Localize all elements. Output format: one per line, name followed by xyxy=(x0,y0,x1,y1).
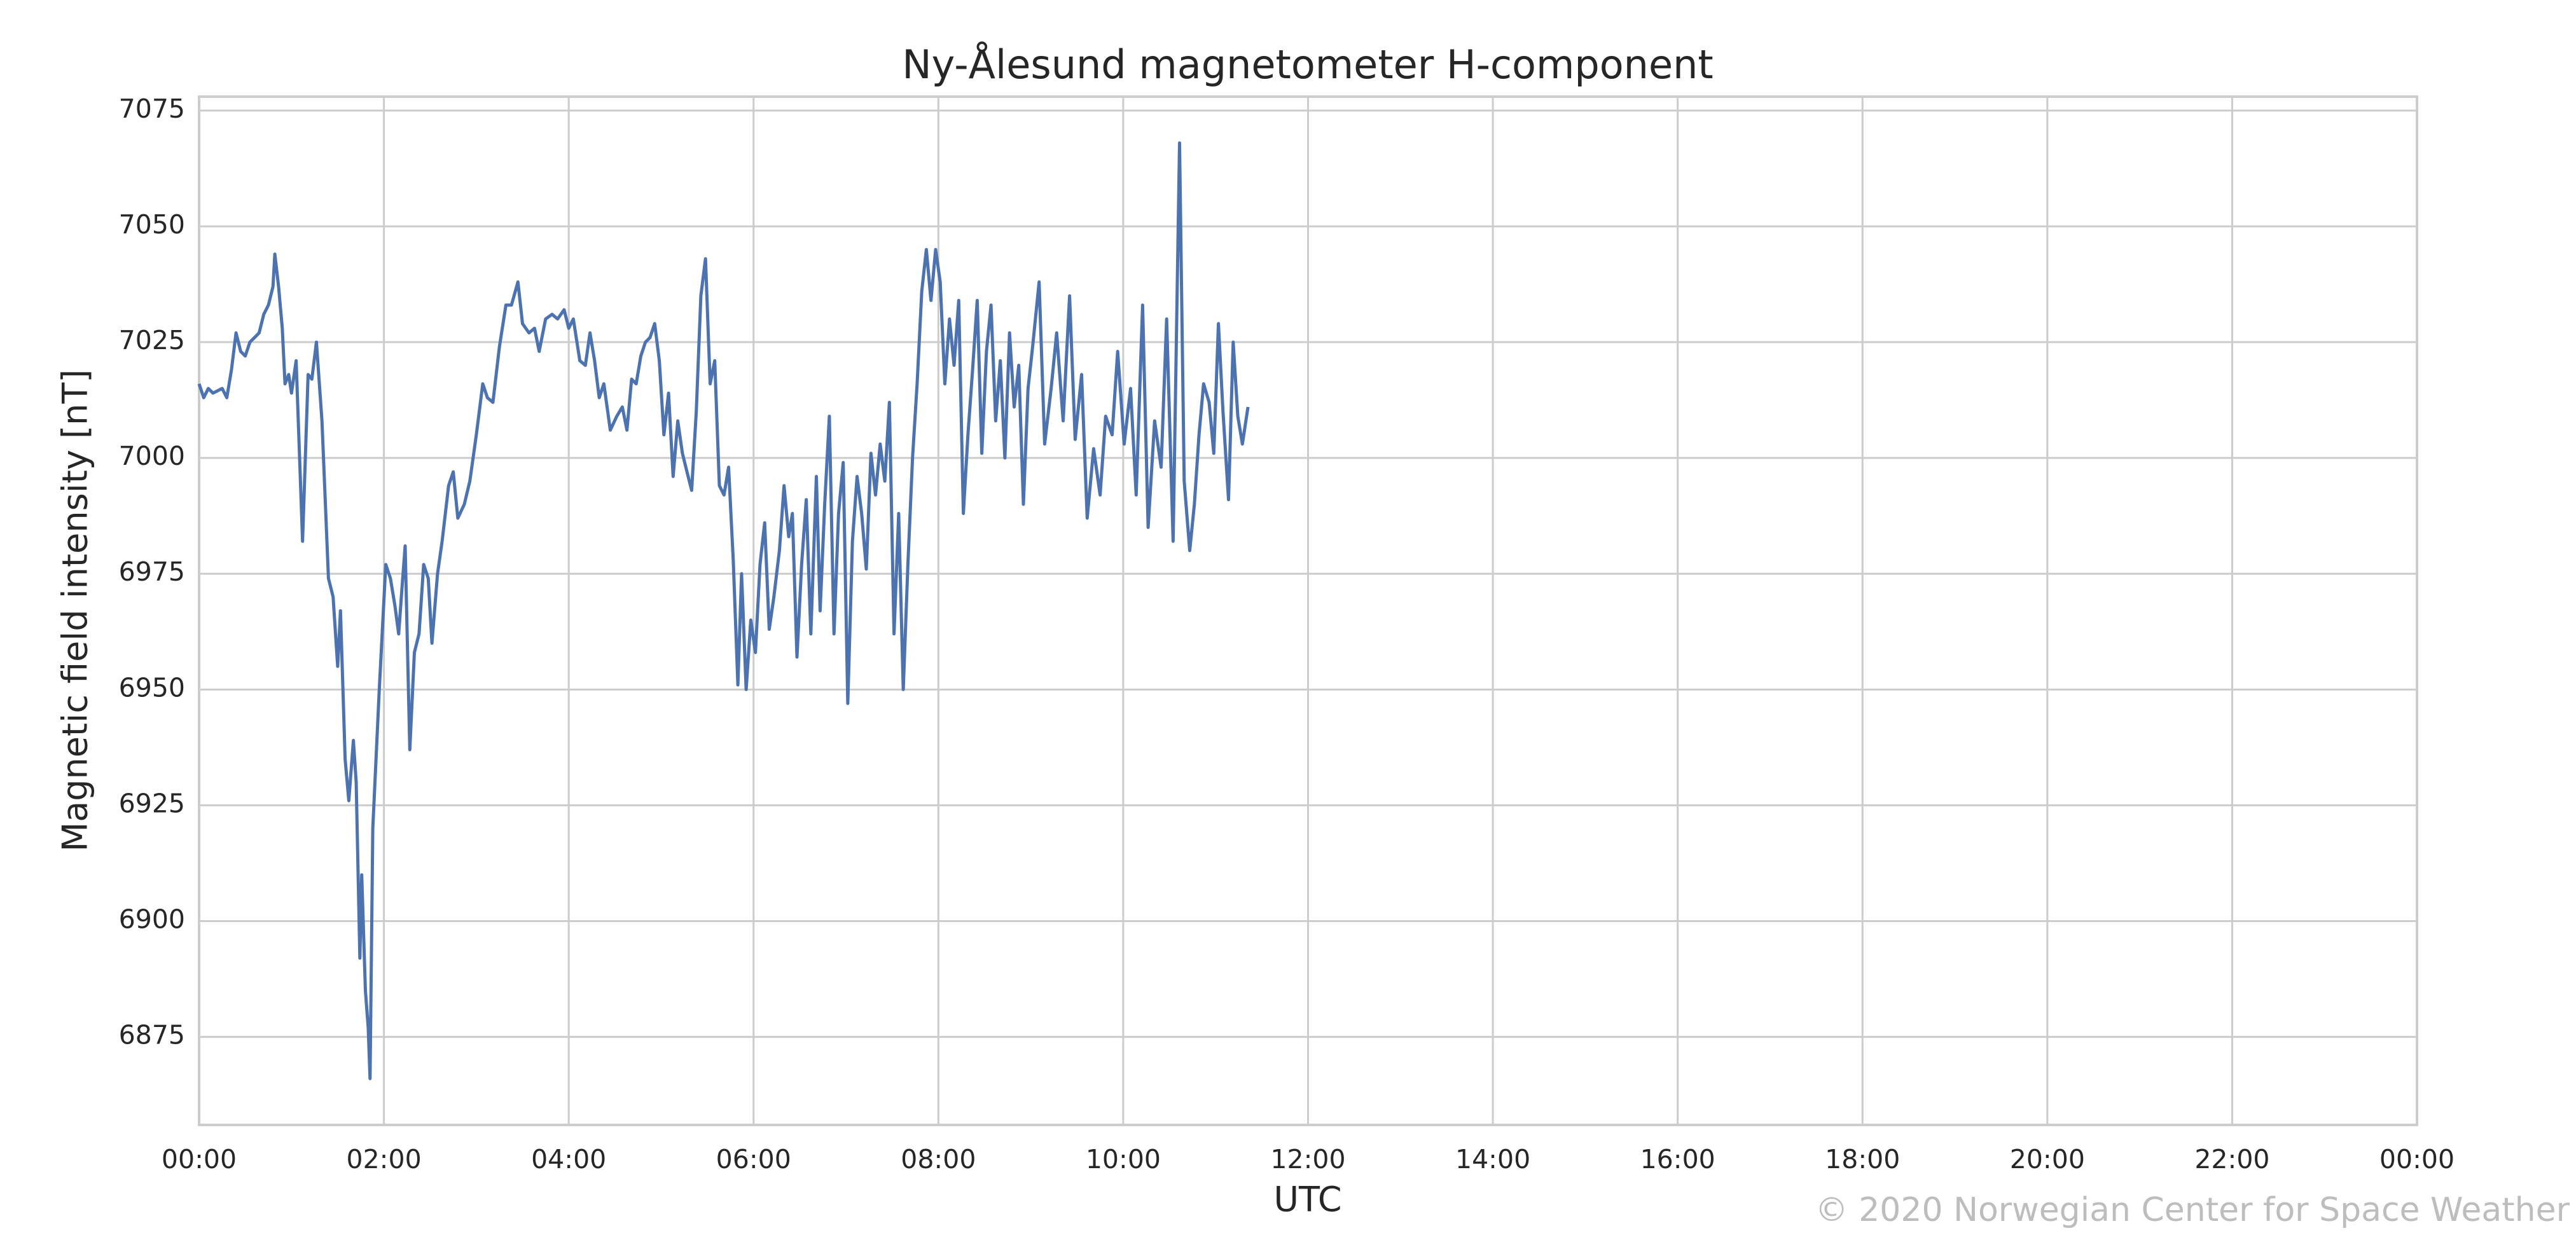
x-tick-label: 10:00 xyxy=(1086,1144,1161,1175)
y-tick-label: 6900 xyxy=(119,904,185,935)
y-tick-label: 6975 xyxy=(119,556,185,587)
x-tick-label: 22:00 xyxy=(2194,1144,2269,1175)
x-axis-label: UTC xyxy=(1273,1180,1341,1220)
x-tick-label: 12:00 xyxy=(1270,1144,1345,1175)
y-tick-label: 7000 xyxy=(119,441,185,471)
x-tick-label: 20:00 xyxy=(2010,1144,2085,1175)
chart-title: Ny-Ålesund magnetometer H-component xyxy=(902,41,1713,88)
x-tick-label: 00:00 xyxy=(2379,1144,2455,1175)
data-line xyxy=(197,141,1250,1080)
x-tick-label: 02:00 xyxy=(347,1144,422,1175)
y-tick-label: 7025 xyxy=(119,325,185,355)
y-tick-label: 6950 xyxy=(119,672,185,703)
y-axis-label: Magnetic field intensity [nT] xyxy=(55,369,95,852)
x-tick-label: 06:00 xyxy=(716,1144,791,1175)
y-tick-label: 6925 xyxy=(119,788,185,818)
x-tick-label: 18:00 xyxy=(1825,1144,1900,1175)
y-tick-label: 7050 xyxy=(119,209,185,240)
copyright: © 2020 Norwegian Center for Space Weathe… xyxy=(1815,1191,2570,1229)
y-tick-label: 6875 xyxy=(119,1020,185,1051)
x-tick-label: 14:00 xyxy=(1455,1144,1530,1175)
x-tick-label: 16:00 xyxy=(1640,1144,1715,1175)
x-tick-label: 04:00 xyxy=(531,1144,606,1175)
plot-frame xyxy=(198,95,2418,1126)
x-tick-label: 08:00 xyxy=(901,1144,976,1175)
x-tick-label: 00:00 xyxy=(162,1144,237,1175)
y-tick-label: 7075 xyxy=(119,93,185,124)
